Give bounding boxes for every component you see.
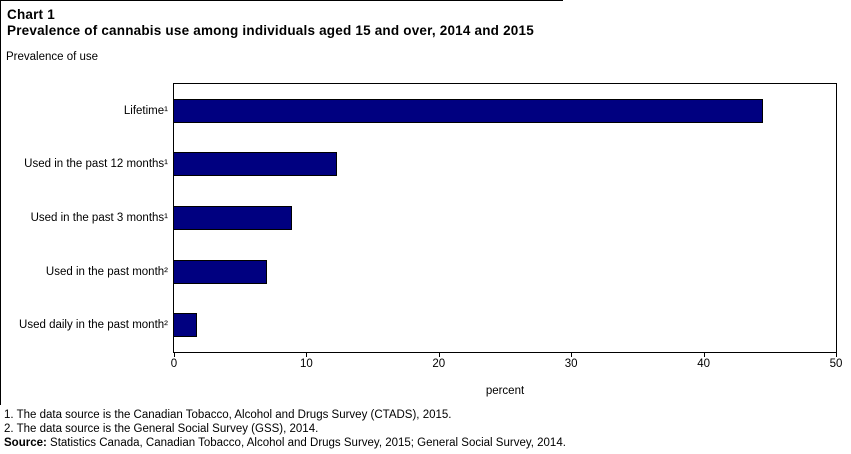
category-label-2: Used in the past 12 months¹ xyxy=(24,158,168,171)
bar-4 xyxy=(174,259,267,284)
plot-area xyxy=(173,83,837,353)
frame-border-left xyxy=(0,0,1,405)
chart-title: Prevalence of cannabis use among individ… xyxy=(7,23,534,38)
x-tick-mark-50 xyxy=(836,353,837,357)
x-tick-label-40: 40 xyxy=(697,358,710,370)
category-label-5: Used daily in the past month² xyxy=(19,319,168,332)
x-tick-label-0: 0 xyxy=(170,358,178,370)
x-tick-mark-10 xyxy=(306,353,308,357)
x-tick-mark-0 xyxy=(174,353,175,357)
x-tick-mark-40 xyxy=(703,353,705,357)
category-labels: Lifetime¹ Used in the past 12 months¹ Used… xyxy=(0,83,168,353)
x-tick-label-10: 10 xyxy=(299,358,313,370)
footnote-1: 1. The data source is the Canadian Tobac… xyxy=(4,409,452,421)
category-label-4: Used in the past month² xyxy=(45,265,168,278)
y-axis-caption: Prevalence of use xyxy=(6,51,99,63)
source-note: Source: Statistics Canada, Canadian Toba… xyxy=(4,436,566,450)
x-axis-caption: percent xyxy=(485,385,525,397)
source-text: Statistics Canada, Canadian Tobacco, Alc… xyxy=(46,437,566,449)
x-tick-label-20: 20 xyxy=(432,358,446,370)
chart-title-block: Chart 1 Prevalence of cannabis use among… xyxy=(7,7,534,39)
x-tick-label-30: 30 xyxy=(564,358,578,370)
category-label-3: Used in the past 3 months¹ xyxy=(30,212,168,224)
source-label: Source: xyxy=(4,437,47,449)
footnotes: 1. The data source is the Canadian Tobac… xyxy=(4,408,566,450)
frame-border-top xyxy=(0,0,563,1)
x-tick-mark-30 xyxy=(571,353,573,357)
category-label-1: Lifetime¹ xyxy=(123,104,168,117)
bar-1 xyxy=(174,98,764,123)
bar-2 xyxy=(174,152,337,177)
chart-number: Chart 1 xyxy=(7,7,55,22)
x-tick-mark-20 xyxy=(438,353,440,357)
footnote-2: 2. The data source is the General Social… xyxy=(4,423,319,435)
bar-3 xyxy=(174,206,292,230)
bar-5 xyxy=(174,313,197,338)
x-tick-label-50: 50 xyxy=(829,358,843,370)
